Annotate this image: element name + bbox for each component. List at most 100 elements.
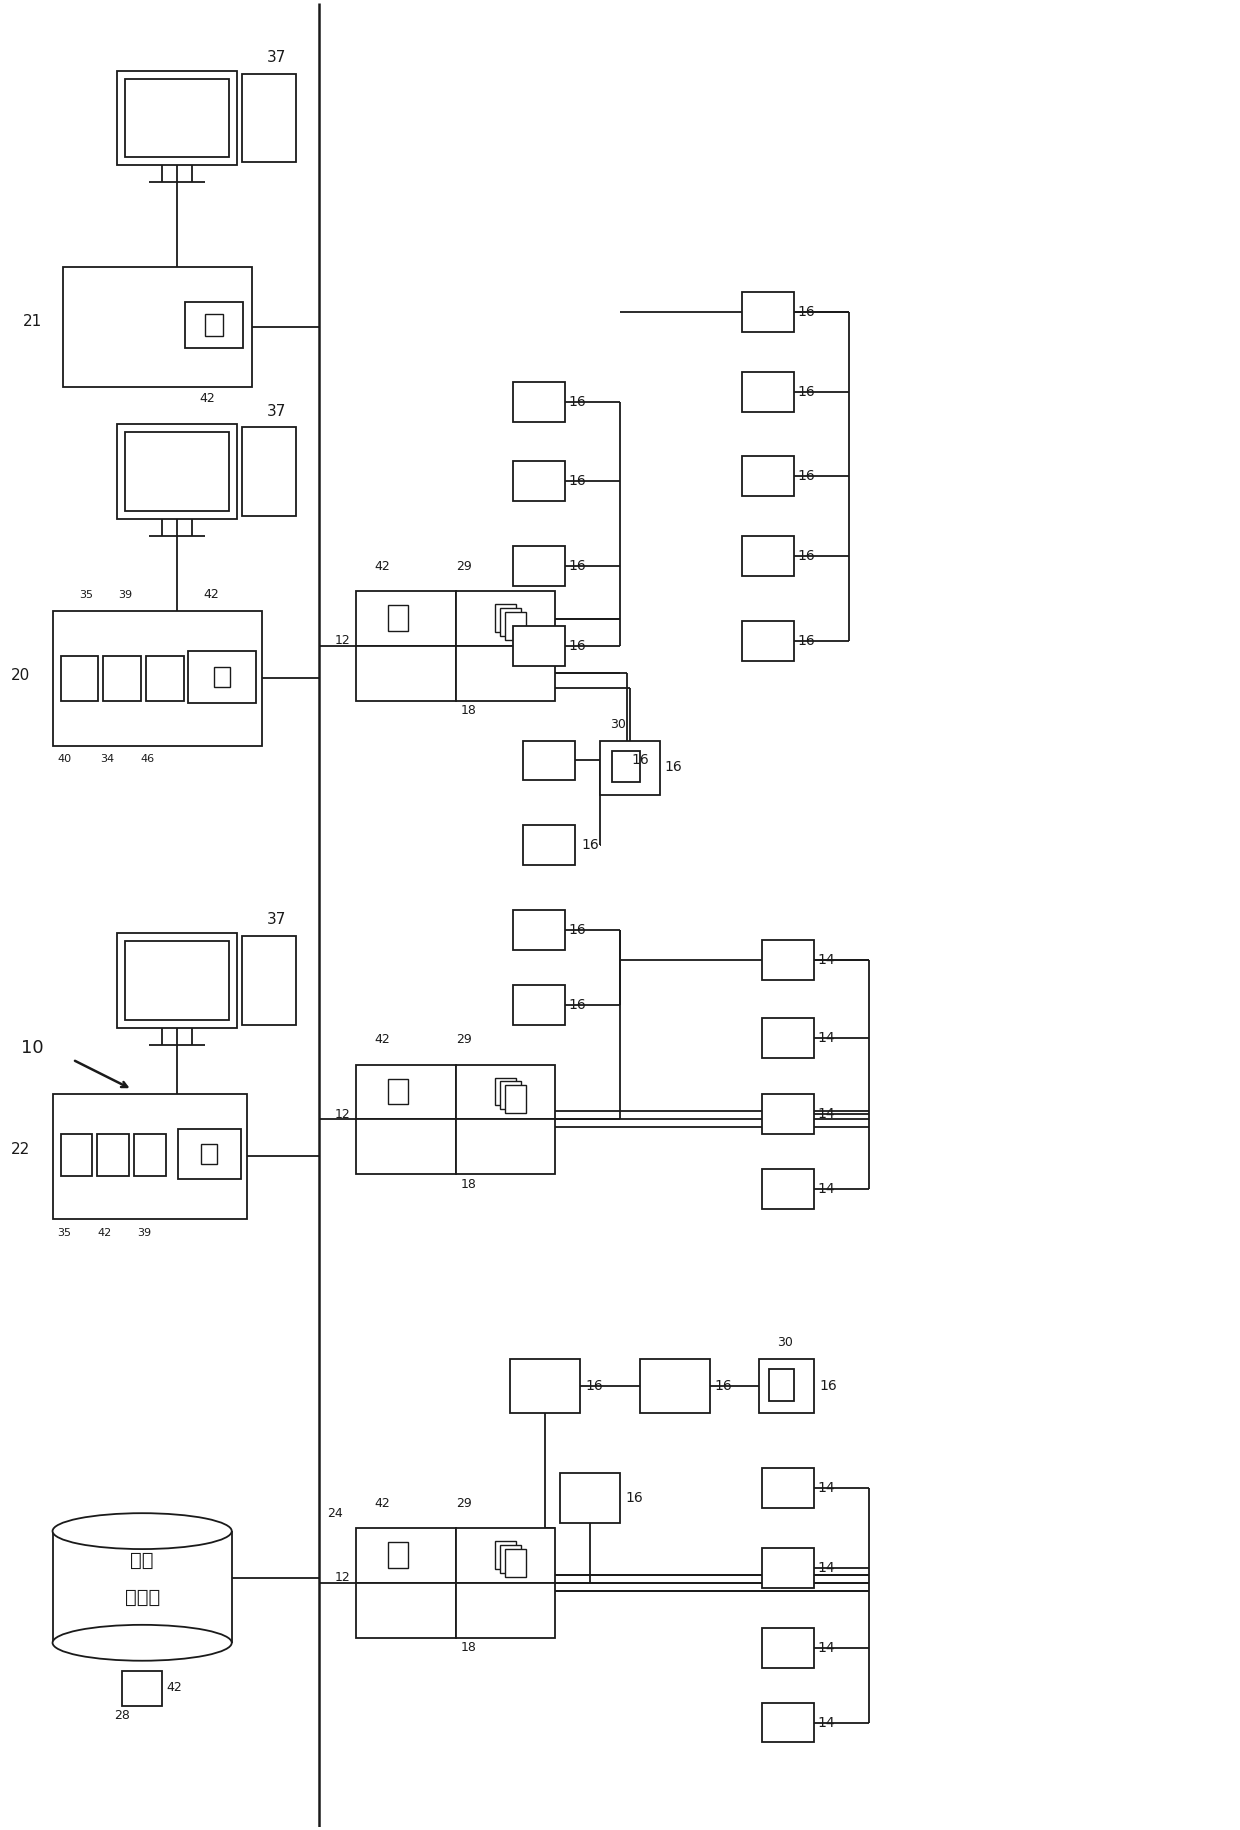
Bar bbox=[743, 620, 794, 661]
Bar bbox=[205, 313, 223, 335]
Bar bbox=[356, 1583, 456, 1638]
Text: 39: 39 bbox=[138, 1228, 151, 1239]
Text: 14: 14 bbox=[817, 1561, 835, 1576]
Bar bbox=[640, 1358, 709, 1413]
Bar bbox=[125, 79, 228, 157]
Text: 16: 16 bbox=[820, 1378, 837, 1393]
Bar bbox=[61, 655, 98, 701]
Text: 20: 20 bbox=[11, 668, 30, 683]
Text: 29: 29 bbox=[456, 1497, 471, 1510]
Text: 14: 14 bbox=[817, 1715, 835, 1729]
Text: 29: 29 bbox=[456, 560, 471, 573]
Text: 16: 16 bbox=[797, 549, 815, 564]
Bar bbox=[500, 608, 522, 635]
Bar bbox=[188, 651, 255, 703]
Text: 16: 16 bbox=[568, 558, 587, 573]
Text: 14: 14 bbox=[817, 1642, 835, 1654]
Bar bbox=[388, 1078, 408, 1105]
Text: 42: 42 bbox=[198, 392, 215, 404]
Text: 37: 37 bbox=[267, 913, 286, 928]
Bar bbox=[185, 302, 243, 348]
Bar bbox=[98, 1135, 129, 1177]
Bar bbox=[456, 646, 556, 701]
Bar bbox=[743, 536, 794, 576]
Text: 16: 16 bbox=[582, 838, 599, 853]
Bar bbox=[743, 456, 794, 496]
Bar bbox=[613, 750, 640, 783]
Bar bbox=[505, 1085, 527, 1113]
Bar bbox=[763, 1468, 815, 1508]
Text: 37: 37 bbox=[267, 404, 286, 419]
Text: 29: 29 bbox=[456, 1034, 471, 1047]
Text: 14: 14 bbox=[817, 953, 835, 966]
Bar bbox=[125, 432, 228, 511]
Bar bbox=[118, 71, 237, 165]
Bar bbox=[560, 1473, 620, 1523]
Bar bbox=[500, 1545, 522, 1574]
Bar bbox=[356, 646, 456, 701]
Bar bbox=[763, 1629, 815, 1667]
Bar bbox=[743, 293, 794, 331]
Bar bbox=[213, 666, 229, 686]
Bar bbox=[763, 1702, 815, 1742]
Bar bbox=[513, 910, 565, 950]
Text: 16: 16 bbox=[568, 474, 587, 489]
Bar bbox=[179, 1129, 241, 1179]
Text: 30: 30 bbox=[610, 717, 626, 730]
Bar bbox=[511, 1358, 580, 1413]
Bar bbox=[495, 1541, 517, 1568]
Bar bbox=[523, 741, 575, 780]
Bar bbox=[495, 1078, 517, 1105]
Bar bbox=[505, 611, 527, 640]
Text: 24: 24 bbox=[327, 1506, 343, 1519]
Text: 16: 16 bbox=[797, 468, 815, 483]
Bar bbox=[513, 985, 565, 1025]
Bar bbox=[523, 825, 575, 866]
Bar bbox=[456, 1120, 556, 1175]
Text: 42: 42 bbox=[374, 1034, 389, 1047]
Bar bbox=[242, 428, 296, 516]
Bar bbox=[125, 941, 228, 1019]
Bar bbox=[456, 1528, 556, 1583]
Bar bbox=[513, 461, 565, 501]
Text: 46: 46 bbox=[140, 754, 154, 765]
Bar bbox=[242, 73, 296, 163]
Bar bbox=[52, 1094, 247, 1219]
Text: 42: 42 bbox=[166, 1682, 182, 1695]
Bar bbox=[356, 1065, 456, 1120]
Bar bbox=[356, 1528, 456, 1583]
Bar bbox=[356, 1120, 456, 1175]
Text: 39: 39 bbox=[118, 589, 133, 600]
Text: 14: 14 bbox=[817, 1107, 835, 1122]
Bar bbox=[763, 1094, 815, 1135]
Bar bbox=[123, 1671, 162, 1706]
Text: 16: 16 bbox=[585, 1378, 603, 1393]
Text: 18: 18 bbox=[461, 705, 476, 717]
Text: 42: 42 bbox=[374, 1497, 389, 1510]
Text: 42: 42 bbox=[374, 560, 389, 573]
Text: 28: 28 bbox=[114, 1709, 130, 1722]
Bar bbox=[242, 935, 296, 1025]
Text: 数据库: 数据库 bbox=[124, 1588, 160, 1607]
Text: 14: 14 bbox=[817, 1480, 835, 1495]
Bar bbox=[743, 371, 794, 412]
Text: 21: 21 bbox=[22, 315, 42, 329]
Bar bbox=[356, 591, 456, 646]
Text: 34: 34 bbox=[100, 754, 114, 765]
Bar bbox=[388, 606, 408, 631]
Text: 配置: 配置 bbox=[130, 1550, 154, 1570]
Text: 37: 37 bbox=[267, 49, 286, 66]
Text: 16: 16 bbox=[797, 306, 815, 318]
Bar bbox=[763, 1169, 815, 1210]
Text: 16: 16 bbox=[665, 761, 682, 774]
Bar bbox=[495, 604, 517, 631]
Bar bbox=[759, 1358, 815, 1413]
Text: 12: 12 bbox=[335, 1107, 350, 1122]
Text: 16: 16 bbox=[568, 395, 587, 408]
Text: 16: 16 bbox=[568, 997, 587, 1012]
Text: 18: 18 bbox=[461, 1642, 476, 1654]
Bar bbox=[146, 655, 184, 701]
Bar bbox=[505, 1548, 527, 1577]
Bar bbox=[500, 1082, 522, 1109]
Text: 12: 12 bbox=[335, 1572, 350, 1585]
